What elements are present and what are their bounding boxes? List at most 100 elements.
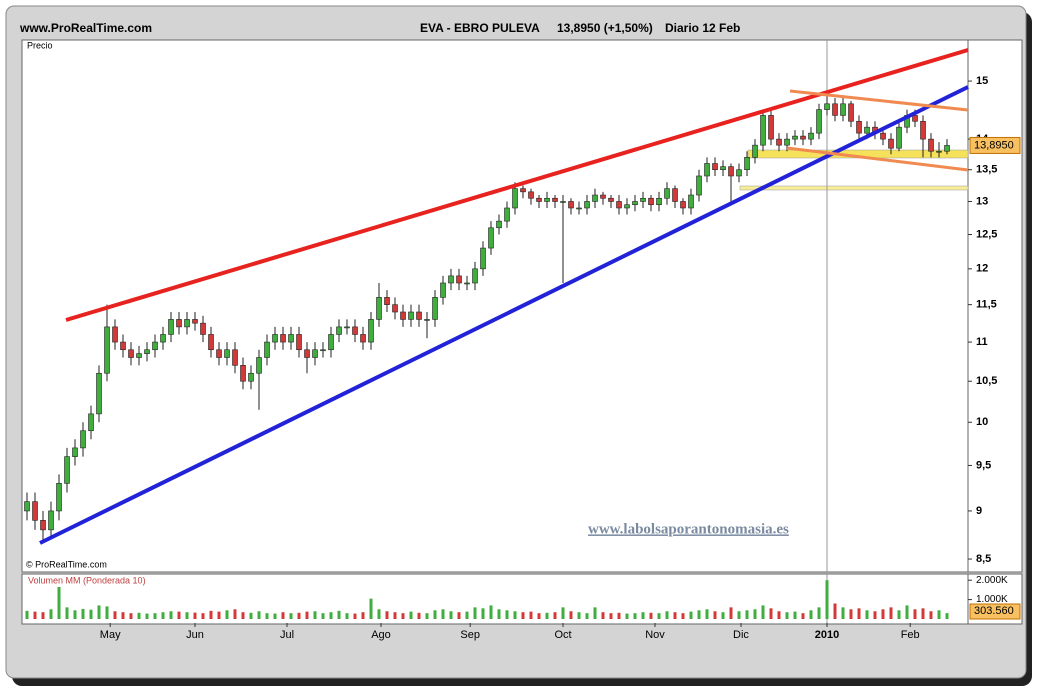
channel-line (786, 146, 969, 172)
y-tick-label: 10,5 (976, 375, 997, 387)
candle-body (176, 319, 182, 328)
volume-bar (785, 612, 789, 619)
volume-bar (593, 607, 597, 619)
volume-bar (401, 613, 405, 619)
volume-bar (777, 611, 781, 619)
symbol: EVA - EBRO PULEVA (420, 21, 540, 35)
volume-bar (449, 611, 453, 619)
candle-body (744, 157, 750, 171)
candle-body (824, 103, 830, 110)
volume-bar (505, 610, 509, 619)
x-tick-label: Jul (280, 629, 294, 641)
candle-body (608, 197, 614, 202)
x-tick-label: Jun (186, 629, 204, 641)
last-price-box (969, 136, 1021, 154)
volume-bar (865, 610, 869, 619)
channel-line (789, 89, 969, 112)
y-tick-label: 12,5 (976, 228, 997, 240)
volume-bar (633, 613, 637, 619)
candle-body (192, 319, 198, 324)
candle-body (632, 201, 638, 206)
volume-bar (345, 613, 349, 619)
candle-body (216, 349, 222, 358)
volume-bar (329, 612, 333, 619)
y-tick-label: 8,5 (976, 553, 991, 565)
volume-bar (81, 608, 85, 619)
candle-body (640, 197, 646, 202)
candle-body (384, 297, 390, 305)
candle-body (48, 510, 54, 531)
volume-bar (873, 611, 877, 619)
candle-body (944, 145, 950, 152)
quote: 13,8950 (+1,50%) (557, 21, 653, 35)
candle-body (568, 201, 574, 209)
volume-bar (65, 607, 69, 619)
volume-bar (721, 612, 725, 619)
support-band (739, 185, 969, 191)
candle-body (120, 341, 126, 351)
volume-bar (713, 611, 717, 619)
y-tick-label: 10 (976, 416, 988, 428)
candle-body (552, 197, 558, 202)
volume-bar (409, 611, 413, 619)
candle-body (56, 483, 62, 512)
candle-body (480, 247, 486, 270)
candle-body (104, 326, 110, 374)
candle-body (304, 349, 310, 358)
volume-bar (393, 612, 397, 619)
candle-body (496, 220, 502, 229)
volume-bar (833, 603, 837, 619)
volume-bar (281, 612, 285, 619)
x-tick-label: 2010 (815, 629, 839, 641)
candle-body (368, 319, 374, 343)
candle-body (656, 197, 662, 206)
candle-body (408, 311, 414, 320)
candle-body (88, 413, 94, 432)
y-tick-label: 15 (976, 75, 988, 87)
volume-bar (569, 611, 573, 619)
volume-bar (689, 611, 693, 619)
volume-bar (201, 613, 205, 619)
candle-body (600, 194, 606, 199)
volume-bar (225, 610, 229, 619)
candle-body (400, 311, 406, 320)
candle-body (248, 372, 254, 382)
x-tick-label: Oct (554, 629, 571, 641)
volume-bar (809, 610, 813, 619)
x-tick-label: Feb (901, 629, 920, 641)
candle-body (616, 201, 622, 209)
candle-body (520, 188, 526, 193)
candle-body (680, 201, 686, 209)
candle-body (888, 138, 894, 149)
candle-body (800, 135, 806, 140)
candle-body (352, 326, 358, 335)
volume-bar (705, 609, 709, 619)
last-price-label: 13,8950 (974, 139, 1014, 151)
y-tick-label: 11,5 (976, 299, 997, 311)
volume-bar (25, 610, 29, 619)
volume-bar (41, 612, 45, 619)
candle-body (560, 201, 566, 203)
x-tick-label: Sep (460, 629, 480, 641)
volume-bar (97, 605, 101, 619)
last-volume-label: 303.560 (974, 605, 1014, 617)
candle-body (528, 191, 534, 199)
y-tick-label: 13 (976, 195, 988, 207)
volume-title: Volumen MM (Ponderada 10) (28, 575, 146, 585)
volume-bar (233, 609, 237, 619)
candle-body (208, 334, 214, 351)
candle-body (72, 447, 78, 457)
volume-bar (913, 609, 917, 619)
volume-bar (529, 611, 533, 619)
candle-body (896, 126, 902, 149)
volume-bar (481, 608, 485, 619)
candle-body (920, 120, 926, 140)
volume-bar (665, 611, 669, 619)
volume-bar (601, 612, 605, 619)
candle-body (544, 197, 550, 202)
candle-body (80, 430, 86, 449)
candle-body (144, 349, 150, 354)
candle-body (440, 282, 446, 298)
volume-bar (657, 613, 661, 619)
period: Diario 12 Feb (665, 21, 740, 35)
